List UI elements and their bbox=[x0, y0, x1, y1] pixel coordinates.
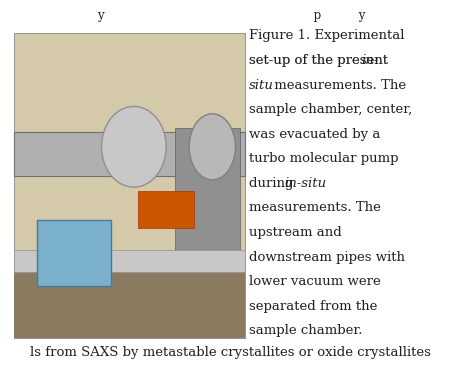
Text: during: during bbox=[249, 177, 298, 190]
FancyBboxPatch shape bbox=[37, 220, 111, 286]
Text: measurements. The: measurements. The bbox=[249, 201, 381, 214]
Text: set-up of the present: set-up of the present bbox=[249, 54, 392, 67]
Text: upstream and: upstream and bbox=[249, 226, 342, 239]
Text: in-situ: in-situ bbox=[285, 177, 327, 190]
FancyBboxPatch shape bbox=[14, 132, 245, 176]
FancyBboxPatch shape bbox=[175, 128, 240, 257]
FancyBboxPatch shape bbox=[14, 272, 245, 338]
Text: in-: in- bbox=[361, 54, 378, 67]
FancyBboxPatch shape bbox=[138, 191, 194, 228]
FancyBboxPatch shape bbox=[14, 33, 245, 338]
Text: sample chamber.: sample chamber. bbox=[249, 324, 363, 337]
Text: measurements. The: measurements. The bbox=[270, 79, 406, 91]
Text: situ: situ bbox=[249, 79, 274, 91]
Ellipse shape bbox=[189, 114, 236, 180]
Text: set-up of the present         in-: set-up of the present in- bbox=[249, 54, 431, 67]
Text: ls from SAXS by metastable crystallites or oxide crystallites: ls from SAXS by metastable crystallites … bbox=[30, 346, 431, 359]
Text: lower vacuum were: lower vacuum were bbox=[249, 275, 381, 288]
Text: turbo molecular pump: turbo molecular pump bbox=[249, 152, 399, 165]
Ellipse shape bbox=[101, 106, 166, 187]
FancyBboxPatch shape bbox=[14, 33, 245, 338]
FancyBboxPatch shape bbox=[14, 250, 245, 272]
Text: set-up of the present: set-up of the present bbox=[249, 54, 392, 67]
Text: Figure 1. Experimental: Figure 1. Experimental bbox=[249, 29, 405, 42]
Text: sample chamber, center,: sample chamber, center, bbox=[249, 103, 412, 116]
Text: downstream pipes with: downstream pipes with bbox=[249, 251, 405, 264]
Text: separated from the: separated from the bbox=[249, 300, 378, 313]
Text: was evacuated by a: was evacuated by a bbox=[249, 128, 381, 141]
Text: y                                                        p          y: y p y bbox=[97, 9, 365, 22]
